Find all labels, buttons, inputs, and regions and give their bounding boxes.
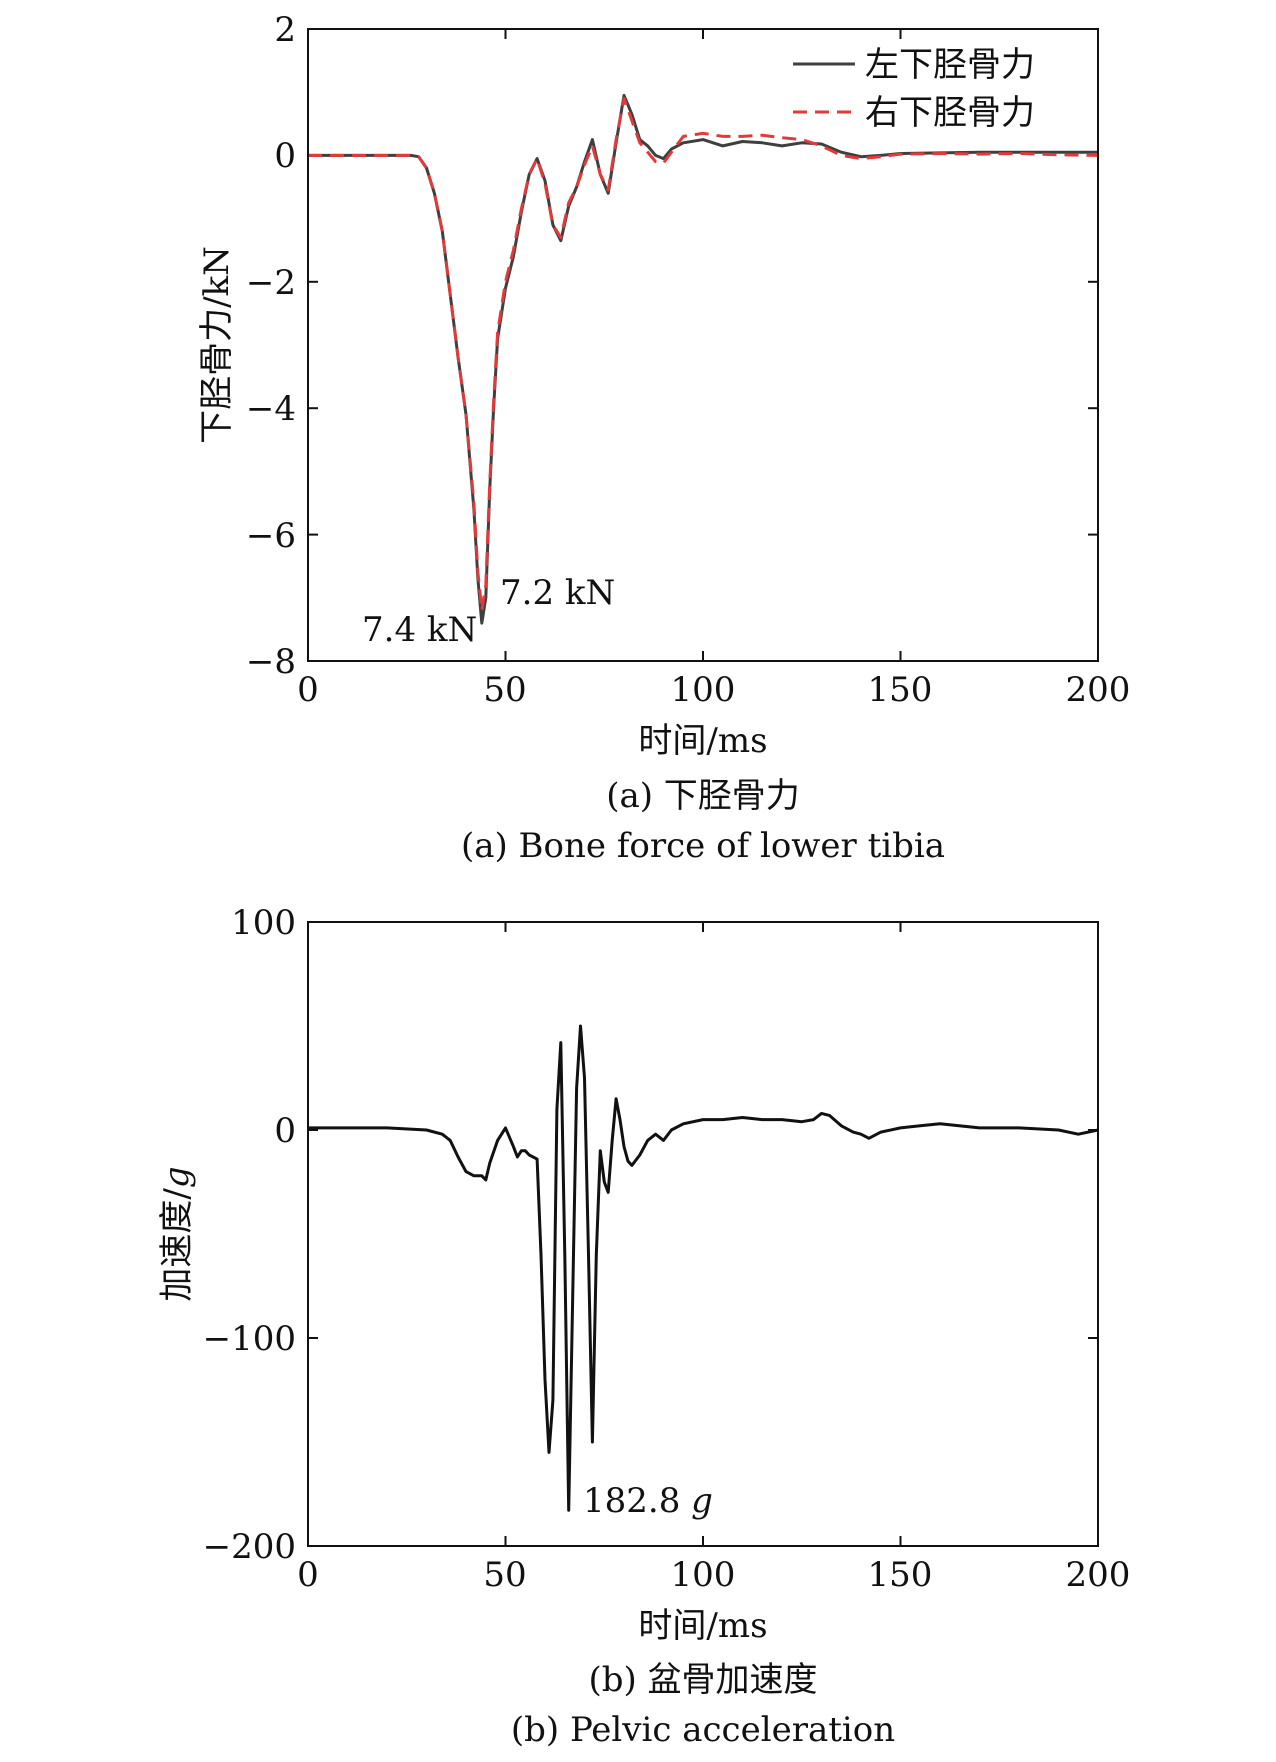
chart-b: 100 0 −100 −200 0 50 100 150 200 时间/ms 加… bbox=[157, 903, 1130, 1750]
chart-a-caption-en: (a) Bone force of lower tibia bbox=[461, 826, 945, 866]
chart-a-xtick-label: 200 bbox=[1066, 670, 1131, 710]
chart-b-plot-frame bbox=[308, 922, 1098, 1546]
chart-b-caption-cn: (b) 盆骨加速度 bbox=[588, 1660, 817, 1700]
chart-b-annotation-unit: g bbox=[691, 1481, 713, 1521]
chart-a-annotation-right-peak: 7.2 kN bbox=[500, 573, 615, 613]
chart-a-ytick-label: 2 bbox=[274, 10, 296, 50]
chart-b-xtick-label: 200 bbox=[1066, 1555, 1131, 1595]
chart-a-x-axis-label: 时间/ms bbox=[638, 721, 767, 761]
chart-b-ticks bbox=[308, 922, 1098, 1546]
chart-a-xtick-label: 100 bbox=[671, 670, 736, 710]
chart-b-ytick-label: −100 bbox=[203, 1319, 296, 1359]
chart-a-series-line-0 bbox=[308, 95, 1098, 623]
chart-a-series-group bbox=[308, 95, 1098, 623]
chart-b-annotation-value: 182.8 bbox=[583, 1481, 680, 1521]
chart-b-caption-en: (b) Pelvic acceleration bbox=[511, 1710, 895, 1750]
chart-b-y-axis-label-unit: g bbox=[157, 1166, 197, 1188]
chart-a-ytick-label: −4 bbox=[246, 389, 296, 429]
legend-label-left-tibia: 左下胫骨力 bbox=[865, 45, 1035, 85]
chart-a-caption-cn: (a) 下胫骨力 bbox=[606, 776, 800, 816]
chart-a-ytick-label: −8 bbox=[246, 642, 296, 682]
chart-a-ytick-label: 0 bbox=[274, 136, 296, 176]
chart-b-x-axis-label: 时间/ms bbox=[638, 1606, 767, 1646]
chart-a-xtick-label: 50 bbox=[483, 670, 526, 710]
chart-b-xtick-label: 50 bbox=[483, 1555, 526, 1595]
chart-b-xtick-label: 100 bbox=[671, 1555, 736, 1595]
chart-a-ytick-label: −6 bbox=[246, 516, 296, 556]
chart-a-legend: 左下胫骨力 右下胫骨力 bbox=[793, 45, 1035, 133]
chart-b-xtick-label: 0 bbox=[297, 1555, 319, 1595]
chart-b-series-group bbox=[308, 1026, 1098, 1510]
chart-b-ytick-label: −200 bbox=[203, 1527, 296, 1567]
chart-a-y-axis-label: 下胫骨力/kN bbox=[197, 246, 237, 444]
chart-b-xtick-label: 150 bbox=[868, 1555, 933, 1595]
chart-a-xtick-label: 150 bbox=[868, 670, 933, 710]
chart-a-series-line-1 bbox=[308, 99, 1098, 611]
chart-b-ytick-label: 0 bbox=[274, 1111, 296, 1151]
chart-b-annotation-peak: 182.8 g bbox=[583, 1481, 713, 1521]
chart-a-annotation-left-peak: 7.4 kN bbox=[362, 610, 477, 650]
chart-b-y-axis-label-main: 加速度/ bbox=[157, 1188, 197, 1302]
legend-label-right-tibia: 右下胫骨力 bbox=[865, 93, 1035, 133]
chart-b-y-axis-label: 加速度/g bbox=[157, 1166, 197, 1301]
chart-b-ytick-label: 100 bbox=[231, 903, 296, 943]
chart-a-ytick-label: −2 bbox=[246, 263, 296, 303]
chart-b-series-line-0 bbox=[308, 1026, 1098, 1510]
chart-a: 2 0 −2 −4 −6 −8 0 50 100 150 200 时间/ms 下… bbox=[197, 10, 1130, 866]
chart-a-xtick-label: 0 bbox=[297, 670, 319, 710]
